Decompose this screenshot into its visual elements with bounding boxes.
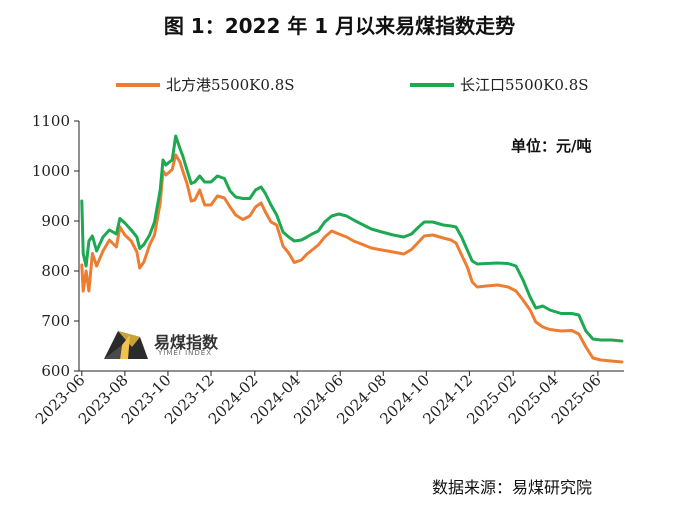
chart-title: 图 1：2022 年 1 月以来易煤指数走势: [163, 14, 516, 38]
legend-item-series-1: 北方港5500K0.8S: [116, 74, 295, 95]
y-tick-label: 800: [41, 262, 70, 280]
legend-swatch-series-2: [410, 82, 454, 87]
legend-swatch-series-1: [116, 82, 160, 87]
y-tick-label: 900: [41, 212, 70, 230]
yimei-index-logo: 易煤指数 YIMEI INDEX: [98, 325, 238, 365]
chart-lines: [80, 134, 624, 364]
series-line-1: [80, 153, 624, 364]
chart-axes: [78, 121, 624, 372]
series-line-2: [80, 134, 624, 343]
legend-label-series-1: 北方港5500K0.8S: [166, 76, 295, 94]
y-tick-label: 1100: [32, 112, 70, 130]
logo-mark-icon: [104, 331, 148, 359]
legend-label-series-2: 长江口5500K0.8S: [460, 76, 589, 94]
unit-label: 单位：元/吨: [511, 137, 592, 155]
y-tick-label: 1000: [32, 162, 70, 180]
logo-subtext: YIMEI INDEX: [158, 349, 213, 357]
y-tick-label: 600: [41, 362, 70, 380]
legend-item-series-2: 长江口5500K0.8S: [410, 74, 589, 95]
source-note: 数据来源：易煤研究院: [432, 478, 593, 497]
y-tick-label: 700: [41, 312, 70, 330]
logo-text: 易煤指数: [154, 333, 219, 352]
